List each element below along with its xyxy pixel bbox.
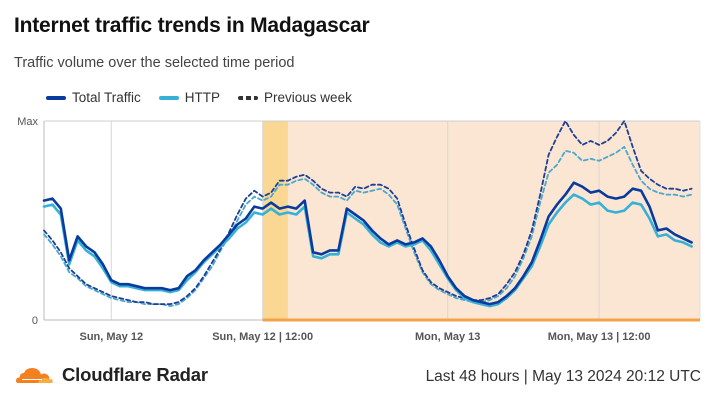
legend-swatch-total — [46, 95, 66, 100]
legend-swatch-http — [158, 95, 179, 100]
legend-label-total: Total Traffic — [72, 90, 141, 105]
series-line-prev_total — [43, 120, 693, 305]
chart-title: Internet traffic trends in Madagascar — [14, 14, 370, 37]
time-period-info: Last 48 hours | May 13 2024 20:12 UTC — [425, 368, 701, 385]
legend-item-previous[interactable]: Previous week — [238, 90, 352, 105]
series-line-total — [42, 181, 693, 306]
x-tick-label: Mon, May 13 — [415, 331, 480, 343]
highlight-band — [262, 121, 288, 320]
brand-name: Cloudflare Radar — [62, 364, 208, 385]
chart-subtitle: Traffic volume over the selected time pe… — [14, 55, 295, 71]
legend-label-http: HTTP — [184, 90, 221, 105]
cloudflare-radar-logo[interactable]: Cloudflare Radar — [14, 364, 208, 386]
chart-legend: Total Traffic HTTP Previous week — [46, 90, 352, 105]
cloudflare-cloud-icon — [16, 368, 53, 383]
series-line-http — [42, 193, 693, 308]
y-tick-label: 0 — [32, 315, 38, 327]
legend-swatch-previous — [238, 95, 259, 100]
x-tick-label: Mon, May 13 | 12:00 — [548, 331, 651, 343]
legend-label-previous: Previous week — [264, 90, 352, 105]
x-tick-label: Sun, May 12 | 12:00 — [212, 331, 313, 343]
legend-item-total[interactable]: Total Traffic — [46, 90, 141, 105]
series-line-prev_http — [43, 146, 693, 307]
x-tick-label: Sun, May 12 — [79, 331, 143, 343]
legend-item-http[interactable]: HTTP — [158, 90, 221, 105]
y-tick-label: Max — [17, 116, 38, 128]
